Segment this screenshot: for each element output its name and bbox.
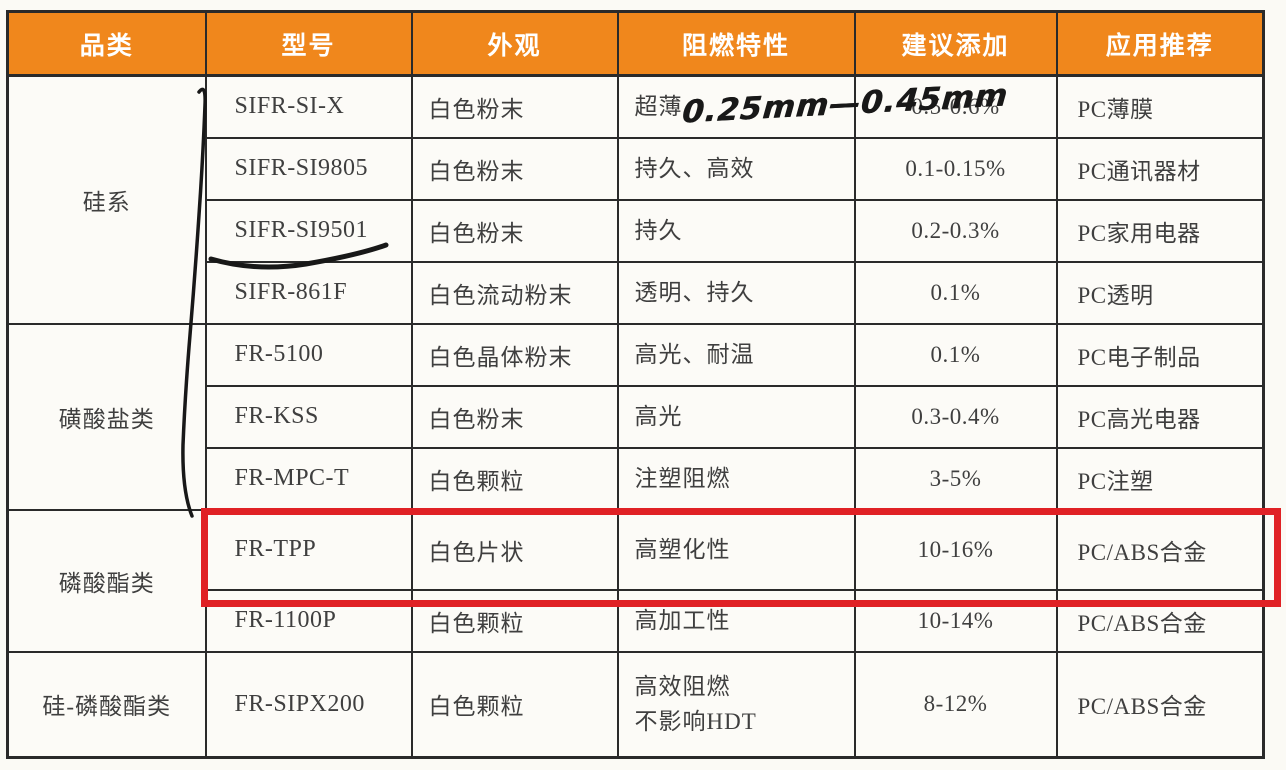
cell-application: PC家用电器 [1055,198,1265,263]
cell-property: 持久 [616,198,856,263]
cell-application: PC/ABS合金 [1055,588,1265,653]
header-cell-category: 品类 [6,10,207,77]
table-row: FR-MPC-T 白色颗粒 注塑阻燃 3-5% PC注塑 [8,446,1265,511]
cell-model: SIFR-SI9501 [204,198,413,263]
header-row: 品类 型号 外观 阻燃特性 建议添加 应用推荐 [6,10,1265,77]
cell-dosage: 0.1% [853,260,1058,325]
header-cell-application: 应用推荐 [1055,10,1265,77]
table-row: 硅系 SIFR-SI-X 白色粉末 超薄 0.5-0.6% PC薄膜 [6,74,1265,325]
header-cell-property: 阻燃特性 [616,10,856,77]
cell-category: 硅-磷酸酯类 [6,650,207,759]
cell-dosage: 0.1-0.15% [853,136,1058,201]
cell-dosage: 0.3-0.4% [853,384,1058,449]
cell-model: FR-1100P [204,588,413,653]
cell-property: 高效阻燃 不影响HDT [616,650,856,759]
header-cell-appearance: 外观 [410,10,619,77]
cell-appearance: 白色晶体粉末 [410,322,619,387]
table-row-highlighted: 磷酸酯类 FR-TPP 白色片状 高塑化性 10-16% PC/ABS合金 [6,508,1265,653]
table-header: 品类 型号 外观 阻燃特性 建议添加 应用推荐 [6,10,1265,77]
cell-appearance: 白色颗粒 [410,650,619,759]
table-row: SIFR-SI9805 白色粉末 持久、高效 0.1-0.15% PC通讯器材 [8,136,1265,201]
table-row: FR-1100P 白色颗粒 高加工性 10-14% PC/ABS合金 [8,588,1265,653]
table-body: 硅系 SIFR-SI-X 白色粉末 超薄 0.5-0.6% PC薄膜 SIFR-… [6,74,1265,759]
cell-appearance: 白色粉末 [410,384,619,449]
cell-model: FR-MPC-T [204,446,413,511]
cell-dosage: 3-5% [853,446,1058,511]
cell-property: 注塑阻燃 [616,446,856,511]
cell-dosage: 0.5-0.6% [853,74,1058,139]
cell-application: PC通讯器材 [1055,136,1265,201]
cell-application: PC高光电器 [1055,384,1265,449]
cell-dosage: 8-12% [853,650,1058,759]
cell-category: 硅系 [6,74,207,325]
cell-dosage: 0.1% [853,322,1058,387]
cell-appearance: 白色颗粒 [410,588,619,653]
cell-application: PC注塑 [1055,446,1265,511]
cell-property: 透明、持久 [616,260,856,325]
cell-appearance: 白色粉末 [410,136,619,201]
cell-appearance: 白色粉末 [410,74,619,139]
cell-property: 高加工性 [616,588,856,653]
cell-property: 超薄 [616,74,856,139]
cell-model: SIFR-SI-X [204,74,413,139]
table-row: FR-KSS 白色粉末 高光 0.3-0.4% PC高光电器 [8,384,1265,449]
cell-property: 高光、耐温 [616,322,856,387]
cell-category: 磺酸盐类 [6,322,207,511]
cell-appearance: 白色流动粉末 [410,260,619,325]
cell-appearance: 白色粉末 [410,198,619,263]
cell-application: PC/ABS合金 [1055,508,1265,591]
cell-dosage: 10-14% [853,588,1058,653]
cell-property: 持久、高效 [616,136,856,201]
cell-dosage: 0.2-0.3% [853,198,1058,263]
cell-dosage: 10-16% [853,508,1058,591]
cell-property: 高光 [616,384,856,449]
cell-model: FR-5100 [204,322,413,387]
header-cell-dosage: 建议添加 [853,10,1058,77]
cell-model: FR-SIPX200 [204,650,413,759]
cell-property: 高塑化性 [616,508,856,591]
cell-model: FR-TPP [204,508,413,591]
table-row: 硅-磷酸酯类 FR-SIPX200 白色颗粒 高效阻燃 不影响HDT 8-12%… [6,650,1265,759]
cell-appearance: 白色颗粒 [410,446,619,511]
cell-model: SIFR-SI9805 [204,136,413,201]
cell-application: PC透明 [1055,260,1265,325]
cell-appearance: 白色片状 [410,508,619,591]
cell-model: SIFR-861F [204,260,413,325]
cell-application: PC薄膜 [1055,74,1265,139]
cell-model: FR-KSS [204,384,413,449]
flame-retardant-spec-table: 品类 型号 外观 阻燃特性 建议添加 应用推荐 硅系 SIFR-SI-X 白色粉… [6,10,1265,759]
cell-application: PC/ABS合金 [1055,650,1265,759]
cell-category: 磷酸酯类 [6,508,207,653]
header-cell-model: 型号 [204,10,413,77]
table-row: 磺酸盐类 FR-5100 白色晶体粉末 高光、耐温 0.1% PC电子制品 [6,322,1265,511]
cell-application: PC电子制品 [1055,322,1265,387]
